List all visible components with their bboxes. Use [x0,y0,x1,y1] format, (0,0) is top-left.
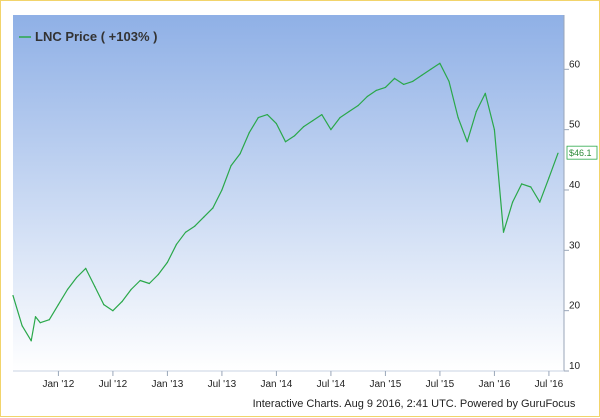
x-tick-label: Jul '16 [535,379,564,390]
data-point [439,62,441,64]
x-axis: Jan '12 Jul '12 Jan '13 Jul '13 Jan '14 Jul '… [13,370,564,390]
data-point [539,201,541,203]
data-point [157,273,159,276]
data-point [94,285,96,288]
data-point [366,95,368,98]
y-tick-label: 20 [569,301,581,312]
y-tick-label: 50 [569,120,581,131]
legend[interactable]: LNC Price ( +103% ) [19,29,157,44]
data-point [239,153,241,155]
data-point [303,126,305,128]
data-point [130,288,132,291]
x-tick-label: Jan '13 [151,379,183,390]
series-line-lnc-price [12,62,559,342]
data-point [76,276,78,279]
data-point [393,77,396,79]
data-point [548,177,550,179]
x-tick-label: Jul '14 [317,379,346,390]
data-point [148,282,150,285]
data-point [21,325,23,327]
data-point [185,231,187,233]
y-tick-label: 30 [569,240,581,251]
data-point [175,243,178,245]
data-point [194,225,196,227]
data-point [103,304,105,306]
data-point [502,231,505,233]
data-point [257,117,259,119]
data-point [448,80,450,82]
legend-label: LNC Price ( +103% ) [35,29,157,44]
data-point [530,186,532,188]
data-point [34,316,37,318]
data-point [466,141,468,143]
data-point [521,183,523,185]
last-value-box [566,145,598,160]
data-point [121,301,123,303]
data-point [275,123,277,125]
data-point [266,114,268,116]
y-tick-label: 10 [569,361,581,372]
series-layer [12,62,559,342]
data-point [230,165,232,167]
y-tick-label: 60 [569,59,581,70]
x-tick-label: Jan '14 [260,379,292,390]
data-point [85,267,87,269]
data-point [321,114,323,116]
data-point [30,340,32,342]
data-point [403,83,405,85]
x-tick-label: Jan '12 [42,379,74,390]
data-point [57,304,60,306]
last-value-label: $46.1 [569,148,592,158]
data-point [248,132,250,134]
data-point [348,110,350,113]
data-point [375,89,377,91]
data-point [421,74,423,76]
data-point [357,104,359,107]
data-point [212,207,214,209]
last-value-marker: $46.1 [566,145,598,160]
data-point [557,152,559,154]
chart-footer: Interactive Charts. Aug 9 2016, 2:41 UTC… [253,398,576,410]
data-point [66,288,69,291]
data-point [430,68,432,70]
x-tick-label: Jul '15 [426,379,455,390]
data-point [48,319,50,321]
data-point [512,201,514,203]
data-point [294,135,296,137]
x-tick-label: Jan '16 [478,379,510,390]
data-point [12,295,14,297]
x-tick-label: Jan '15 [369,379,401,390]
data-point [484,92,486,94]
data-point [166,261,168,263]
plot-area [13,15,564,371]
data-point [284,141,287,143]
data-point [457,117,459,119]
data-point [112,310,114,312]
data-point [384,86,386,88]
data-point [493,129,495,131]
y-axis: 10 20 30 40 50 60 [563,15,581,372]
data-point [412,80,414,82]
data-point [139,279,141,282]
y-tick-label: 40 [569,180,581,191]
data-point [312,120,314,122]
data-point [339,117,341,119]
x-tick-label: Jul '13 [208,379,237,390]
data-point [203,216,205,218]
data-point [221,189,223,191]
x-tick-label: Jul '12 [99,379,128,390]
data-point [39,322,41,324]
data-point [330,129,332,131]
data-point [475,110,477,113]
